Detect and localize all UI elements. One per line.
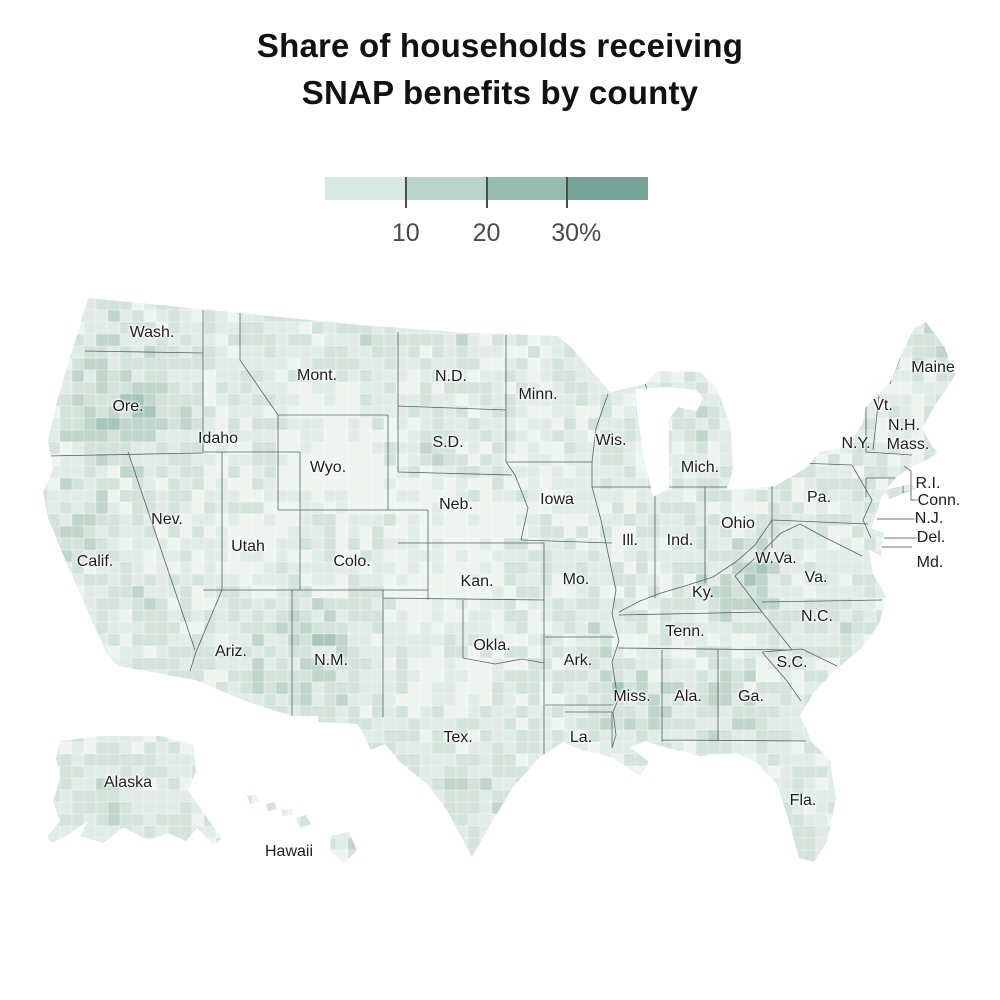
- state-borders: [44, 310, 913, 755]
- legend-tick: [566, 177, 569, 208]
- legend-swatch-4: [567, 177, 648, 200]
- county-mosaic: [43, 298, 956, 863]
- legend-swatch-1: [325, 177, 406, 200]
- legend-swatch-3: [486, 177, 568, 200]
- chart-title-line1: Share of households receiving: [256, 27, 744, 64]
- legend-tick-label: 30%: [551, 219, 602, 247]
- legend-tick-label: 20: [472, 219, 501, 247]
- legend-swatch-2: [405, 177, 487, 200]
- legend-color-bar: [325, 177, 648, 200]
- legend-tick-label: 10: [391, 219, 420, 247]
- lake-michigan: [636, 387, 703, 497]
- chart-title: Share of households receiving SNAP benef…: [0, 22, 1000, 116]
- legend: 10 20 30%: [325, 177, 648, 247]
- legend-tick: [485, 177, 488, 208]
- chart-title-line2: SNAP benefits by county: [301, 74, 699, 111]
- ri-conn-leader: [903, 465, 918, 501]
- legend-tick: [404, 177, 407, 208]
